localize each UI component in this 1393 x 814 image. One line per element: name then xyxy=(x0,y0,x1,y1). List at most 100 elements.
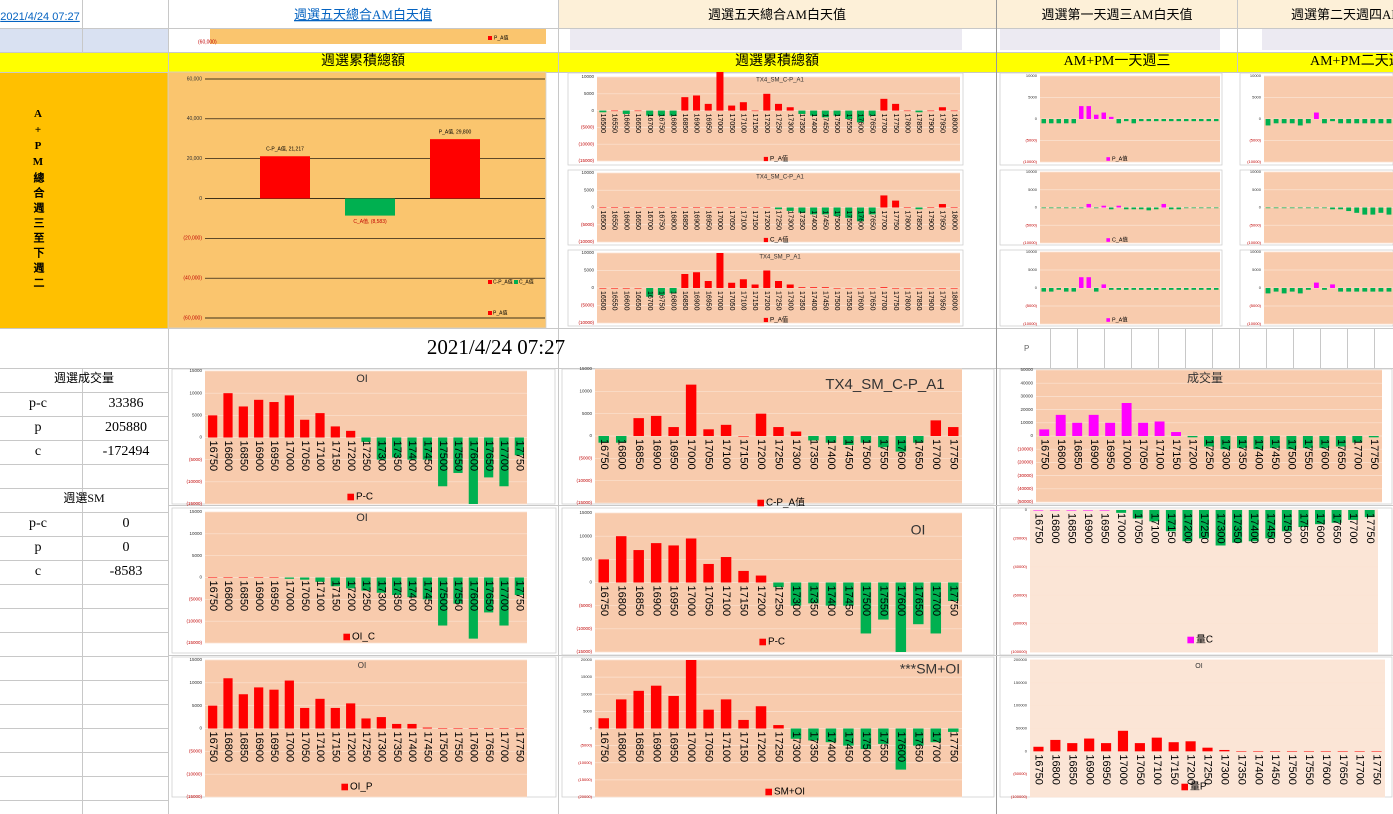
x-tick-label: 16850 xyxy=(681,211,688,231)
bar xyxy=(903,207,911,208)
header-link[interactable]: 2021/4/24 07:27 xyxy=(0,11,80,23)
bar xyxy=(1273,207,1279,209)
bar xyxy=(1199,510,1209,539)
bar xyxy=(774,281,783,288)
x-tick-label: 17750 xyxy=(513,732,525,763)
bar xyxy=(453,728,463,729)
bar xyxy=(1313,282,1319,288)
x-tick-label: 16900 xyxy=(693,114,700,134)
x-tick-label: 17700 xyxy=(880,291,887,311)
bar xyxy=(1121,403,1132,436)
x-tick-label: 18000 xyxy=(950,291,957,311)
y-tick-label: (10000) xyxy=(1023,321,1037,326)
bar xyxy=(260,156,310,199)
x-tick-label: 17050 xyxy=(728,211,735,231)
y-tick-label: (10000) xyxy=(578,320,594,325)
bar xyxy=(453,437,463,473)
bar xyxy=(1151,737,1162,752)
legend-label: P-C xyxy=(768,637,785,648)
x-tick-label: 17350 xyxy=(808,439,820,470)
x-tick-label: 17250 xyxy=(773,732,785,763)
x-tick-label: 17500 xyxy=(833,114,840,134)
bar xyxy=(1386,119,1392,124)
bar xyxy=(1124,288,1129,290)
x-tick-label: 17400 xyxy=(825,586,837,617)
x-tick-label: 17400 xyxy=(1253,439,1265,470)
legend-label: OI_C xyxy=(352,632,375,643)
legend-swatch xyxy=(763,156,768,162)
bar xyxy=(615,436,627,443)
x-tick-label: 17250 xyxy=(360,581,372,612)
bar xyxy=(685,538,697,583)
x-tick-label: 16950 xyxy=(704,114,711,134)
header-link[interactable]: 週選五天總合AM白天值 xyxy=(294,7,432,22)
legend-label: 量C xyxy=(1196,634,1213,646)
bar xyxy=(720,699,732,729)
bar xyxy=(751,110,759,112)
bar xyxy=(407,723,417,729)
bar xyxy=(1346,288,1352,292)
x-tick-label: 17050 xyxy=(1137,439,1149,470)
x-tick-label: 17650 xyxy=(912,439,924,470)
fragment-label: (60,000) xyxy=(198,39,217,45)
y-tick-label: 100000 xyxy=(1014,703,1028,708)
bar xyxy=(269,689,279,729)
y-tick-label: 10000 xyxy=(579,533,592,538)
x-tick-label: 17300 xyxy=(786,211,793,231)
x-tick-label: 17200 xyxy=(755,439,767,470)
bar xyxy=(392,723,402,729)
y-tick-label: (5000) xyxy=(189,597,203,602)
bar xyxy=(1056,207,1061,209)
y-tick-label: 15000 xyxy=(189,368,202,373)
x-tick-label: 17750 xyxy=(1371,754,1383,785)
x-tick-label: 16750 xyxy=(658,114,665,134)
x-tick-label: 17550 xyxy=(877,439,889,470)
bar xyxy=(1071,207,1076,209)
x-tick-label: 17650 xyxy=(868,291,875,311)
x-tick-label: 17550 xyxy=(452,581,464,612)
x-tick-label: 17700 xyxy=(880,114,887,134)
x-tick-label: 17000 xyxy=(1121,439,1133,470)
bar xyxy=(1270,751,1281,752)
legend-swatch xyxy=(488,280,492,284)
bar xyxy=(738,570,749,583)
bar xyxy=(693,272,701,288)
bar xyxy=(825,728,837,743)
bar xyxy=(880,287,888,288)
x-tick-label: 16550 xyxy=(611,291,618,311)
x-tick-label: 16750 xyxy=(1038,439,1050,470)
y-tick-label: 5000 xyxy=(584,91,595,96)
bar xyxy=(1161,288,1166,290)
chart-fragment xyxy=(1000,28,1220,50)
row-label: p xyxy=(35,540,42,555)
x-tick-label: 16900 xyxy=(253,441,265,472)
y-tick-label: (100000) xyxy=(1011,649,1028,654)
y-tick-label: (15000) xyxy=(186,794,202,799)
x-tick-label: 17500 xyxy=(833,291,840,311)
bar xyxy=(720,557,732,583)
bar xyxy=(1131,207,1136,210)
x-tick-label: 17150 xyxy=(329,581,341,612)
x-tick-label: 16850 xyxy=(633,439,645,470)
x-tick-label: 16700 xyxy=(646,291,653,311)
bar xyxy=(269,577,279,578)
bar xyxy=(1322,119,1327,124)
bar xyxy=(1289,288,1295,292)
bar xyxy=(1033,746,1044,752)
y-tick-label: (20000) xyxy=(1013,535,1027,540)
bar xyxy=(254,399,264,438)
bar xyxy=(763,93,771,111)
bar xyxy=(315,577,325,582)
bar xyxy=(860,728,872,750)
legend-label: OI_P xyxy=(350,782,373,793)
x-tick-label: 17600 xyxy=(857,114,864,134)
bar xyxy=(1146,119,1151,122)
bar xyxy=(1055,414,1066,436)
y-tick-label: 0 xyxy=(590,726,593,731)
x-tick-label: 17550 xyxy=(452,732,464,763)
x-tick-label: 16750 xyxy=(207,441,219,472)
bar xyxy=(1049,207,1054,209)
y-tick-label: 5000 xyxy=(582,557,593,562)
y-tick-label: (5000) xyxy=(579,603,593,608)
bar xyxy=(1346,207,1352,212)
